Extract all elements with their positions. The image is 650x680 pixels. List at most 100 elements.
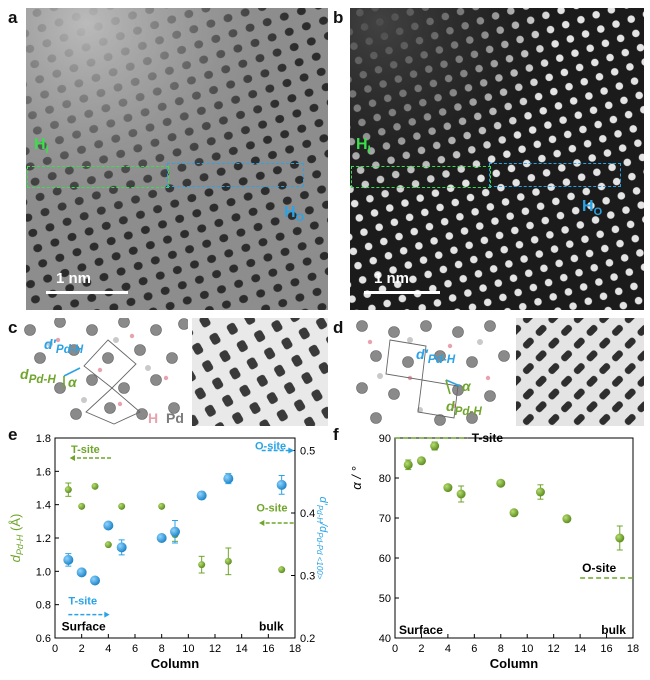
x-tick-label-f: 4	[445, 643, 451, 655]
y-axis-label-f: α / °	[349, 466, 364, 489]
y-left-tick-label-e: 1.0	[36, 566, 51, 578]
y-left-axis-label-e: dPd-H (Å)	[8, 514, 25, 563]
model-c: d′Pd-H dPd-H α H Pd	[20, 316, 190, 426]
label-ho-a: HO	[284, 204, 305, 225]
scale-bar-a	[46, 291, 128, 294]
x-tick-label-f: 10	[521, 643, 533, 655]
arrowhead-o-site-top	[288, 447, 295, 454]
simulated-image-c	[192, 318, 328, 426]
panel-letter-e: e	[8, 425, 18, 444]
legend-pd-label: Pd	[166, 410, 184, 426]
data-point-e-right	[170, 526, 180, 537]
data-point-e-right	[116, 542, 127, 553]
y-tick-label-f: 50	[379, 593, 391, 605]
model-d-d-label: dPd-H	[446, 398, 482, 418]
label-hi-b: HI	[356, 136, 371, 157]
x-axis-label-f: Column	[490, 656, 538, 671]
data-point-e-left	[78, 502, 86, 510]
simulated-image-d	[516, 318, 644, 426]
model-d: d′Pd-H α dPd-H	[350, 318, 512, 426]
annotation-surface-f: Surface	[399, 623, 443, 637]
x-tick-label-e: 2	[79, 643, 85, 655]
y-tick-label-f: 40	[379, 633, 391, 645]
data-point-f	[416, 456, 426, 466]
x-tick-label-e: 16	[262, 643, 274, 655]
data-point-e-right	[63, 554, 74, 565]
x-tick-label-e: 8	[159, 643, 165, 655]
model-d-lattice	[356, 320, 510, 426]
x-tick-label-f: 18	[627, 643, 639, 655]
chart-e: 0 2 4 6 8 10 12 14 16 18 0.6 0.8 1.0 1.2 1.4 1.6 1.8 0.2 0…	[8, 433, 329, 671]
micrograph-b-texture	[350, 8, 644, 310]
x-tick-label-f: 14	[574, 643, 586, 655]
data-point-e-right	[156, 533, 167, 543]
data-point-e-left	[64, 486, 72, 494]
simulated-d-texture	[516, 318, 644, 426]
data-point-f	[496, 478, 506, 488]
box-ho-b	[489, 163, 621, 187]
reference-label-t-site: T-site	[472, 431, 504, 445]
y-right-tick-label-e: 0.3	[300, 571, 315, 583]
x-tick-label-f: 0	[392, 643, 398, 655]
model-c-lattice	[24, 316, 190, 425]
y-left-tick-label-e: 1.8	[36, 433, 51, 445]
scale-label-b: 1 nm	[374, 270, 410, 287]
model-c-alpha-label: α	[68, 374, 77, 390]
data-point-e-left	[158, 502, 166, 510]
annotation-t-site-top: T-site	[71, 444, 100, 456]
x-tick-label-e: 10	[182, 643, 194, 655]
x-tick-label-e: 12	[209, 643, 221, 655]
x-tick-label-f: 6	[471, 643, 477, 655]
x-tick-label-e: 18	[289, 643, 301, 655]
data-point-e-left	[224, 557, 232, 565]
scale-bar-b	[364, 291, 440, 294]
chart-f: 0 2 4 6 8 10 12 14 16 18 40 50 60 70 80 90 Column α / ° T-…	[349, 431, 639, 671]
x-tick-label-e: 4	[105, 643, 111, 655]
model-c-d-label: dPd-H	[20, 366, 56, 386]
model-d-dprime-label: d′Pd-H	[416, 346, 456, 366]
arrowhead-o-site-mid	[259, 520, 265, 526]
data-point-f	[430, 441, 440, 451]
panel-letter-a: a	[8, 8, 18, 27]
micrograph-b: HI HO 1 nm	[350, 8, 644, 310]
x-tick-label-e: 14	[236, 643, 248, 655]
x-tick-label-e: 6	[132, 643, 138, 655]
y-tick-label-f: 60	[379, 553, 391, 565]
panel-letter-c: c	[8, 318, 18, 337]
arrowhead-t-site-top	[69, 455, 75, 461]
y-tick-label-f: 80	[379, 473, 391, 485]
box-ho-a	[167, 163, 304, 187]
y-right-tick-label-e: 0.2	[300, 633, 315, 645]
plot-frame-f	[394, 437, 634, 639]
reference-label-o-site: O-site	[582, 561, 616, 575]
label-ho-b: HO	[582, 198, 603, 219]
data-point-e-left	[104, 541, 112, 549]
y-left-tick-label-e: 1.6	[36, 466, 51, 478]
simulated-c-texture	[192, 318, 328, 426]
label-hi-a: HI	[34, 136, 49, 157]
data-point-e-left	[91, 482, 99, 490]
data-point-f	[615, 533, 625, 543]
x-tick-label-e: 0	[52, 643, 58, 655]
data-point-f	[443, 483, 453, 493]
y-tick-label-f: 90	[379, 433, 391, 445]
panel-letter-d: d	[333, 318, 344, 337]
model-d-alpha-label: α	[462, 378, 471, 394]
y-left-tick-label-e: 0.8	[36, 600, 51, 612]
y-right-axis-label-e: d′Pd-H/dPd-Pd <100>	[315, 497, 329, 580]
x-tick-label-f: 12	[548, 643, 560, 655]
legend-h-label: H	[148, 410, 159, 426]
panel-letter-f: f	[333, 425, 339, 444]
data-point-f	[509, 508, 519, 518]
annotation-t-site-bottom: T-site	[68, 596, 97, 608]
x-tick-label-f: 16	[600, 643, 612, 655]
x-axis-label-e: Column	[151, 656, 199, 671]
data-point-e-left	[118, 502, 126, 510]
data-point-e-right	[276, 479, 287, 490]
y-left-tick-label-e: 1.4	[36, 500, 51, 512]
y-right-tick-label-e: 0.4	[300, 508, 315, 520]
data-point-e-right	[103, 520, 114, 531]
data-point-e-right	[223, 473, 234, 484]
y-left-tick-label-e: 0.6	[36, 633, 51, 645]
data-point-e-left	[278, 566, 286, 574]
